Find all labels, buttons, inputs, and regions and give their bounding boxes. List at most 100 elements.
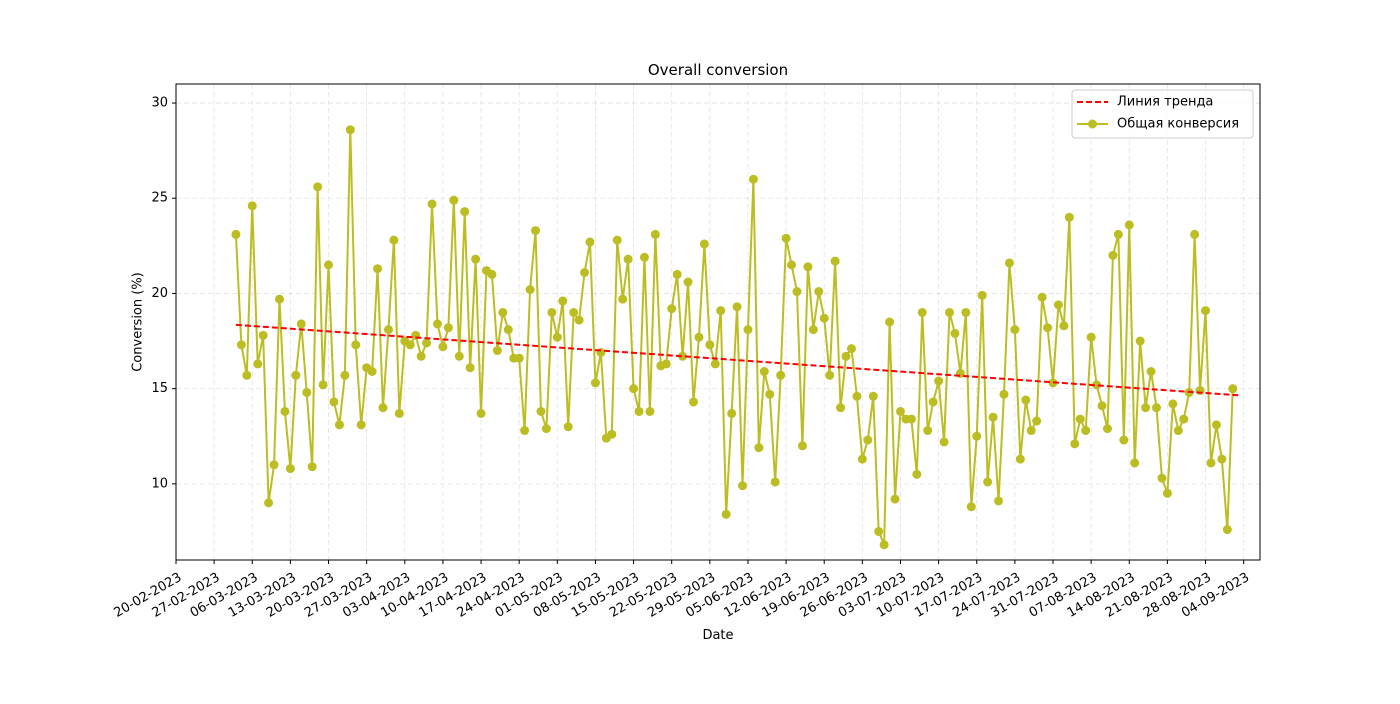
conversion-point [738,481,748,491]
conversion-point [1026,426,1036,436]
y-axis-label: Conversion (%) [131,272,146,372]
conversion-point [1086,332,1096,342]
conversion-point [525,285,535,295]
conversion-point [438,342,448,352]
conversion-point [492,346,502,356]
conversion-point [678,351,688,361]
conversion-point [1190,229,1200,239]
conversion-point [966,502,976,512]
conversion-point [1162,488,1172,498]
conversion-point [541,424,551,434]
conversion-point [356,420,366,430]
conversion-point [1179,414,1189,424]
plot-frame [175,83,1261,561]
conversion-point [258,330,268,340]
conversion-point [667,304,677,314]
conversion-point [264,498,274,508]
grid [175,84,1260,560]
conversion-point [503,325,513,335]
conversion-point [580,268,590,277]
conversion-point [422,338,432,348]
conversion-point [1032,416,1042,426]
conversion-point [378,403,388,413]
conversion-point [792,287,802,297]
conversion-point [1195,386,1205,396]
conversion-point [661,359,671,369]
conversion-point [253,359,263,369]
series-layer [231,125,1239,550]
conversion-point [520,426,530,436]
conversion-point [977,290,987,300]
conversion-point [688,397,698,407]
conversion-point [231,229,241,239]
conversion-point [781,233,791,243]
conversion-point [1135,336,1145,346]
conversion-point [803,262,813,272]
x-axis-label: Date [702,628,733,643]
conversion-point [531,226,541,236]
conversion-point [1211,420,1221,430]
conversion-point [629,384,639,394]
conversion-point [536,406,546,416]
conversion-point [743,325,753,335]
conversion-point [367,367,377,376]
conversion-point [318,380,328,390]
conversion-point [857,454,867,464]
conversion-point [1043,323,1053,333]
conversion-point [874,526,884,536]
conversion-point [705,340,715,350]
conversion-point [465,363,475,373]
conversion-point [1010,325,1020,335]
conversion-point [345,125,355,135]
conversion-point [285,464,295,474]
conversion-point [405,340,415,350]
y-tick-label: 30 [151,96,168,111]
conversion-point [797,441,807,451]
conversion-point [994,496,1004,506]
conversion-point [302,387,312,397]
conversion-point [912,469,922,479]
conversion-point [906,414,916,424]
legend: Линия тренда Общая конверсия [1071,89,1254,139]
conversion-point [1113,229,1123,239]
conversion-point [1097,401,1107,411]
conversion-point [1059,321,1069,331]
conversion-point [1206,458,1216,468]
conversion-point [329,397,339,407]
conversion-point [934,376,944,386]
conversion-point [988,412,998,422]
conversion-point [1108,250,1118,260]
conversion-point [236,340,246,350]
legend-conversion-label: Общая конверсия [1117,117,1239,132]
conversion-point [1130,458,1140,468]
conversion-point [972,431,982,441]
conversion-point [830,256,840,266]
conversion-point [427,199,437,209]
conversion-point [612,235,622,245]
conversion-point [471,254,481,264]
y-tick-label: 10 [151,476,168,491]
conversion-point [1157,473,1167,483]
conversion-point [307,462,317,472]
conversion-point [389,235,399,245]
conversion-point [825,370,835,380]
conversion-point [563,422,573,432]
conversion-point [983,477,993,487]
conversion-point [787,260,797,270]
conversion-series-line [234,128,1234,546]
conversion-point [672,269,682,279]
conversion-point [1021,395,1031,405]
conversion-point [460,207,470,217]
conversion-point [634,406,644,416]
conversion-point [694,332,704,342]
conversion-point [945,307,955,317]
conversion-point [1146,367,1156,376]
conversion-point [863,435,873,445]
conversion-point [334,420,344,430]
conversion-point [928,397,938,407]
conversion-point [885,317,895,327]
conversion-point [732,302,742,312]
conversion-point [645,406,655,416]
